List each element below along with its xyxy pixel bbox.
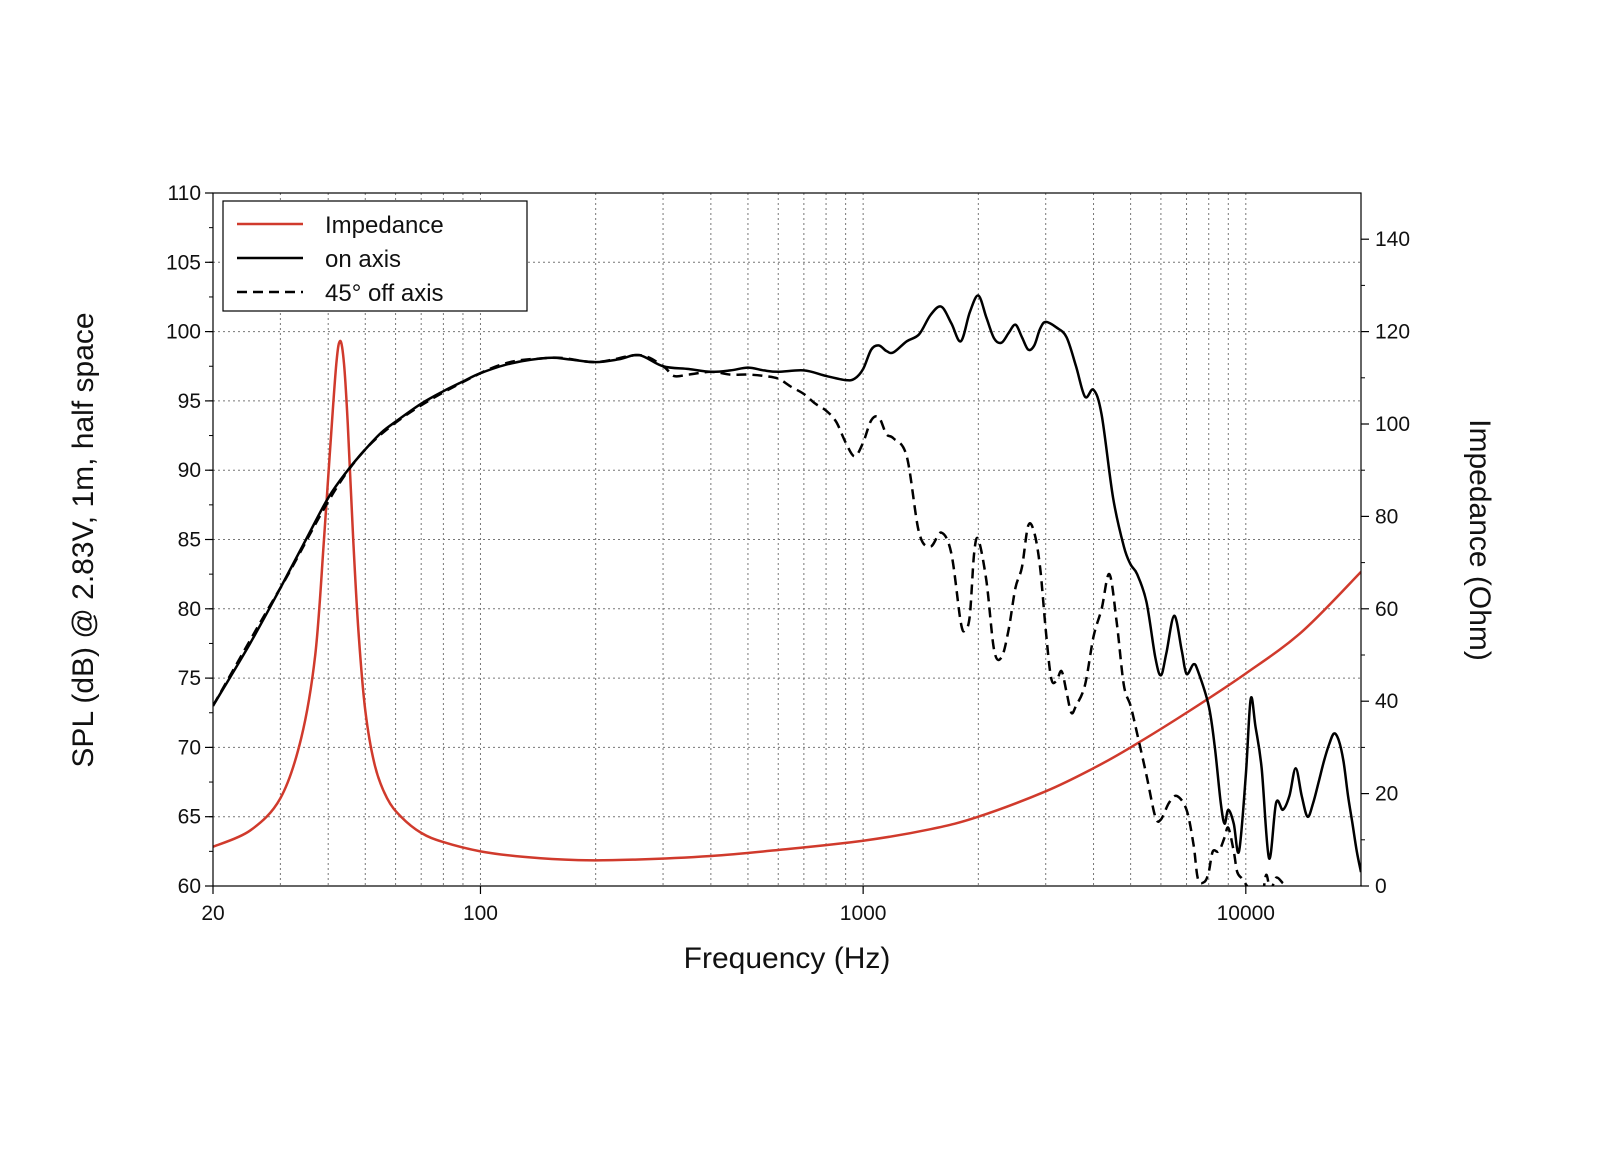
y2-tick-label: 140 [1375,228,1410,251]
x-tick-label: 20 [201,902,224,925]
series-lines [213,294,1361,886]
series-line-off-axis [213,353,1284,886]
y-tick-label: 105 [166,251,201,274]
y2-tick-label: 0 [1375,875,1387,898]
y2-tick-label: 20 [1375,783,1398,806]
y-tick-label: 70 [178,736,201,759]
legend-label-impedance: Impedance [325,212,444,239]
y-tick-label: 100 [166,321,201,344]
x-axis-title: Frequency (Hz) [684,942,891,975]
x-tick-label: 100 [463,902,498,925]
y2-tick-label: 120 [1375,321,1410,344]
y-tick-label: 90 [178,459,201,482]
series-line-impedance [213,339,1361,862]
x-tick-label: 10000 [1217,902,1275,925]
y-tick-label: 65 [178,806,201,829]
y-tick-label: 85 [178,529,201,552]
x-tick-label: 1000 [840,902,887,925]
y-tick-label: 60 [178,875,201,898]
legend-label-on-axis: on axis [325,246,401,273]
y2-tick-label: 100 [1375,413,1410,436]
legend-label-off-axis: 45° off axis [325,280,444,307]
y2-tick-label: 80 [1375,505,1398,528]
y-tick-label: 95 [178,390,201,413]
y2-axis-title: Impedance (Ohm) [1463,419,1496,661]
series-line-on-axis [213,294,1361,873]
legend: Impedance on axis 45° off axis [222,200,528,312]
y-axis-title: SPL (dB) @ 2.83V, 1m, half space [67,312,100,767]
y-tick-label: 110 [168,182,201,205]
y2-tick-label: 40 [1375,690,1398,713]
y2-tick-label: 60 [1375,598,1398,621]
tick-labels: 60 65 70 75 80 85 90 95 100 105 110 0 20 40 60 80 100 120… [166,182,1410,925]
y-tick-label: 80 [178,598,201,621]
y-tick-label: 75 [178,667,201,690]
